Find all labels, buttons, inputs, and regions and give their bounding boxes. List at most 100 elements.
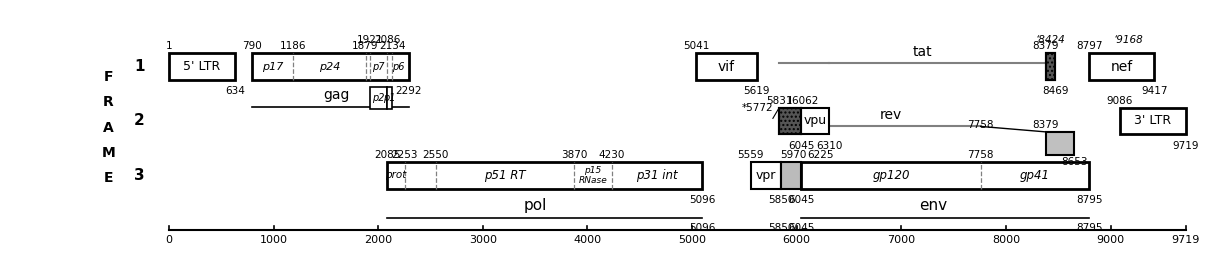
Text: *5772: *5772 <box>741 103 773 113</box>
Text: 5970: 5970 <box>780 150 807 160</box>
Bar <box>779 108 802 134</box>
Text: 4230: 4230 <box>599 150 624 160</box>
Text: vpr: vpr <box>756 169 776 182</box>
Text: 3' LTR: 3' LTR <box>1134 114 1171 127</box>
Text: tat: tat <box>913 45 932 59</box>
Text: p6: p6 <box>392 61 404 71</box>
Text: 0: 0 <box>166 235 173 245</box>
Text: vif: vif <box>718 60 735 74</box>
Bar <box>1045 53 1055 80</box>
Text: A: A <box>102 121 113 134</box>
Text: 790: 790 <box>242 41 262 51</box>
Text: 9719: 9719 <box>1173 141 1199 151</box>
Text: 2292: 2292 <box>396 86 422 96</box>
Text: 5096: 5096 <box>689 195 716 205</box>
Text: 7758: 7758 <box>968 150 994 160</box>
Text: F: F <box>103 70 113 84</box>
Text: gp41: gp41 <box>1020 169 1050 182</box>
Text: 3870: 3870 <box>561 150 587 160</box>
Text: gag: gag <box>324 88 349 102</box>
Text: 3: 3 <box>134 168 145 183</box>
Text: 2550: 2550 <box>422 150 449 160</box>
Text: M: M <box>101 145 116 160</box>
Text: pol: pol <box>523 198 546 213</box>
Text: 2085: 2085 <box>374 150 400 160</box>
Text: 1921: 1921 <box>357 35 383 45</box>
Bar <box>802 108 829 134</box>
Bar <box>751 162 781 189</box>
Text: E: E <box>103 171 113 185</box>
Text: p15
RNase: p15 RNase <box>578 166 607 185</box>
Text: 3000: 3000 <box>469 235 497 245</box>
Text: p7: p7 <box>372 61 385 71</box>
Text: 5831: 5831 <box>765 96 792 106</box>
Text: p24: p24 <box>319 61 340 71</box>
Text: 634: 634 <box>225 86 245 96</box>
Text: ‘9168: ‘9168 <box>1114 35 1143 45</box>
Bar <box>779 108 802 134</box>
Text: 5619: 5619 <box>744 86 770 96</box>
Text: 5850: 5850 <box>768 223 795 233</box>
Text: 6225: 6225 <box>807 150 834 160</box>
Bar <box>1045 53 1055 80</box>
Text: 2: 2 <box>134 114 145 128</box>
Text: 7758: 7758 <box>968 120 994 130</box>
Text: 1879: 1879 <box>352 41 378 51</box>
Text: p2: p2 <box>372 93 385 103</box>
Bar <box>802 162 1089 189</box>
Text: 8797: 8797 <box>1076 41 1103 51</box>
Bar <box>169 53 235 80</box>
Text: 9086: 9086 <box>1106 96 1133 106</box>
Text: 9000: 9000 <box>1097 235 1125 245</box>
Text: p51 RT: p51 RT <box>484 169 526 182</box>
Text: 8000: 8000 <box>992 235 1020 245</box>
Text: 5850: 5850 <box>768 195 795 205</box>
Text: 1: 1 <box>134 59 145 74</box>
Text: 8795: 8795 <box>1076 195 1103 205</box>
Text: 6045: 6045 <box>789 195 814 205</box>
Bar <box>370 87 387 109</box>
Bar <box>1089 53 1154 80</box>
Text: 8469: 8469 <box>1042 86 1069 96</box>
Text: env: env <box>919 198 947 213</box>
Text: ‘8424: ‘8424 <box>1036 35 1065 45</box>
Text: 5000: 5000 <box>678 235 706 245</box>
Text: p31 int: p31 int <box>636 169 678 182</box>
Bar <box>252 53 409 80</box>
Bar <box>1120 108 1185 134</box>
Bar <box>1045 132 1075 155</box>
Bar <box>387 87 392 109</box>
Text: 8653: 8653 <box>1061 157 1088 167</box>
Text: 6000: 6000 <box>783 235 811 245</box>
Text: l6062: l6062 <box>789 96 818 106</box>
Text: 9719: 9719 <box>1172 235 1200 245</box>
Text: 1: 1 <box>166 41 173 51</box>
Text: rev: rev <box>880 108 902 122</box>
Bar <box>781 162 802 189</box>
Text: 5' LTR: 5' LTR <box>184 60 220 73</box>
Text: 2134: 2134 <box>378 41 405 51</box>
Text: 2086: 2086 <box>374 35 400 45</box>
Text: 8379: 8379 <box>1032 41 1059 51</box>
Text: 8379: 8379 <box>1032 120 1059 130</box>
Text: 2000: 2000 <box>364 235 392 245</box>
Text: vpu: vpu <box>803 114 826 127</box>
Text: 2253: 2253 <box>392 150 417 160</box>
Text: 5041: 5041 <box>683 41 710 51</box>
Text: prot: prot <box>385 170 406 180</box>
Text: 4000: 4000 <box>573 235 601 245</box>
Text: p17: p17 <box>262 61 284 71</box>
Text: gp120: gp120 <box>873 169 910 182</box>
Text: R: R <box>102 95 113 109</box>
Text: nef: nef <box>1111 60 1133 74</box>
Bar <box>696 53 757 80</box>
Text: 7000: 7000 <box>887 235 915 245</box>
Text: p1: p1 <box>383 93 396 103</box>
Text: 6045: 6045 <box>789 141 814 151</box>
Text: 1000: 1000 <box>259 235 287 245</box>
Text: 5096: 5096 <box>689 223 716 233</box>
Text: 8795: 8795 <box>1076 223 1103 233</box>
Text: 6045: 6045 <box>789 223 814 233</box>
Text: 6310: 6310 <box>815 141 842 151</box>
Text: 5559: 5559 <box>738 150 764 160</box>
